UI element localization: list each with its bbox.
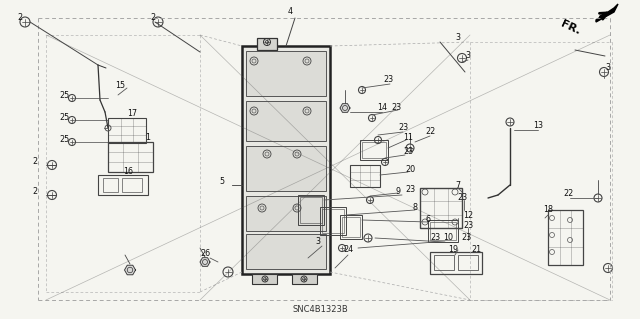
Bar [108, 142, 153, 172]
Text: 9: 9 [396, 188, 401, 197]
Text: 11: 11 [403, 133, 413, 143]
Bar [246, 196, 326, 231]
Text: 23: 23 [457, 194, 467, 203]
Bar [122, 178, 142, 192]
Text: 24: 24 [343, 246, 353, 255]
Bar [360, 140, 388, 160]
Bar [246, 146, 326, 191]
Text: 13: 13 [533, 122, 543, 130]
Bar [257, 38, 277, 50]
Text: 23: 23 [405, 186, 415, 195]
Polygon shape [125, 265, 136, 275]
Text: 23: 23 [391, 102, 401, 112]
Text: 23: 23 [430, 234, 440, 242]
Bar [420, 188, 462, 228]
Bar [246, 51, 326, 96]
Text: 18: 18 [543, 205, 553, 214]
Text: SNC4B1323B: SNC4B1323B [292, 306, 348, 315]
Text: 12: 12 [463, 211, 473, 219]
Bar [458, 255, 478, 270]
Text: 16: 16 [123, 167, 133, 176]
Bar [292, 274, 317, 284]
Text: 6: 6 [426, 216, 431, 225]
Text: 17: 17 [127, 108, 137, 117]
Bar [434, 255, 454, 270]
Text: 22: 22 [563, 189, 573, 197]
Text: 25: 25 [59, 92, 69, 100]
Bar [242, 46, 330, 274]
Text: 3: 3 [316, 238, 321, 247]
Text: 2: 2 [150, 13, 156, 23]
Text: 23: 23 [403, 147, 413, 157]
Text: 23: 23 [461, 234, 471, 242]
Bar [322, 209, 344, 233]
Bar [300, 197, 322, 223]
Text: 3: 3 [465, 50, 470, 60]
Text: 2: 2 [17, 13, 22, 23]
Bar [430, 252, 482, 274]
Bar [246, 234, 326, 269]
Text: 5: 5 [220, 177, 225, 187]
Bar [428, 220, 458, 242]
Text: 3: 3 [456, 33, 461, 42]
Text: 22: 22 [425, 128, 435, 137]
Bar [108, 118, 146, 143]
Text: 21: 21 [471, 246, 481, 255]
Text: 2: 2 [33, 188, 38, 197]
Polygon shape [200, 258, 210, 266]
Text: 23: 23 [463, 220, 473, 229]
Bar [252, 274, 277, 284]
Text: 23: 23 [398, 123, 408, 132]
Bar [298, 195, 324, 225]
Bar [340, 215, 362, 239]
Text: 10: 10 [443, 234, 453, 242]
Bar [98, 175, 148, 195]
Bar [246, 101, 326, 141]
Text: 7: 7 [456, 181, 461, 189]
Text: 1: 1 [145, 133, 150, 143]
Polygon shape [340, 104, 350, 112]
Text: 2: 2 [33, 158, 38, 167]
Text: 3: 3 [605, 63, 611, 72]
Bar [350, 165, 380, 187]
Text: 19: 19 [448, 246, 458, 255]
Text: 14: 14 [377, 103, 387, 113]
Bar [103, 178, 118, 192]
Text: 20: 20 [405, 166, 415, 174]
Bar [430, 222, 456, 240]
Text: 26: 26 [200, 249, 210, 258]
Text: 4: 4 [287, 8, 292, 17]
Bar [362, 142, 386, 158]
Text: 8: 8 [413, 204, 417, 212]
Polygon shape [596, 4, 618, 22]
Bar [320, 207, 346, 235]
Bar [342, 217, 360, 237]
Bar [548, 210, 583, 265]
Text: 23: 23 [383, 76, 393, 85]
Text: FR.: FR. [559, 19, 582, 37]
Text: 25: 25 [59, 114, 69, 122]
Text: 15: 15 [115, 80, 125, 90]
Text: 25: 25 [59, 136, 69, 145]
